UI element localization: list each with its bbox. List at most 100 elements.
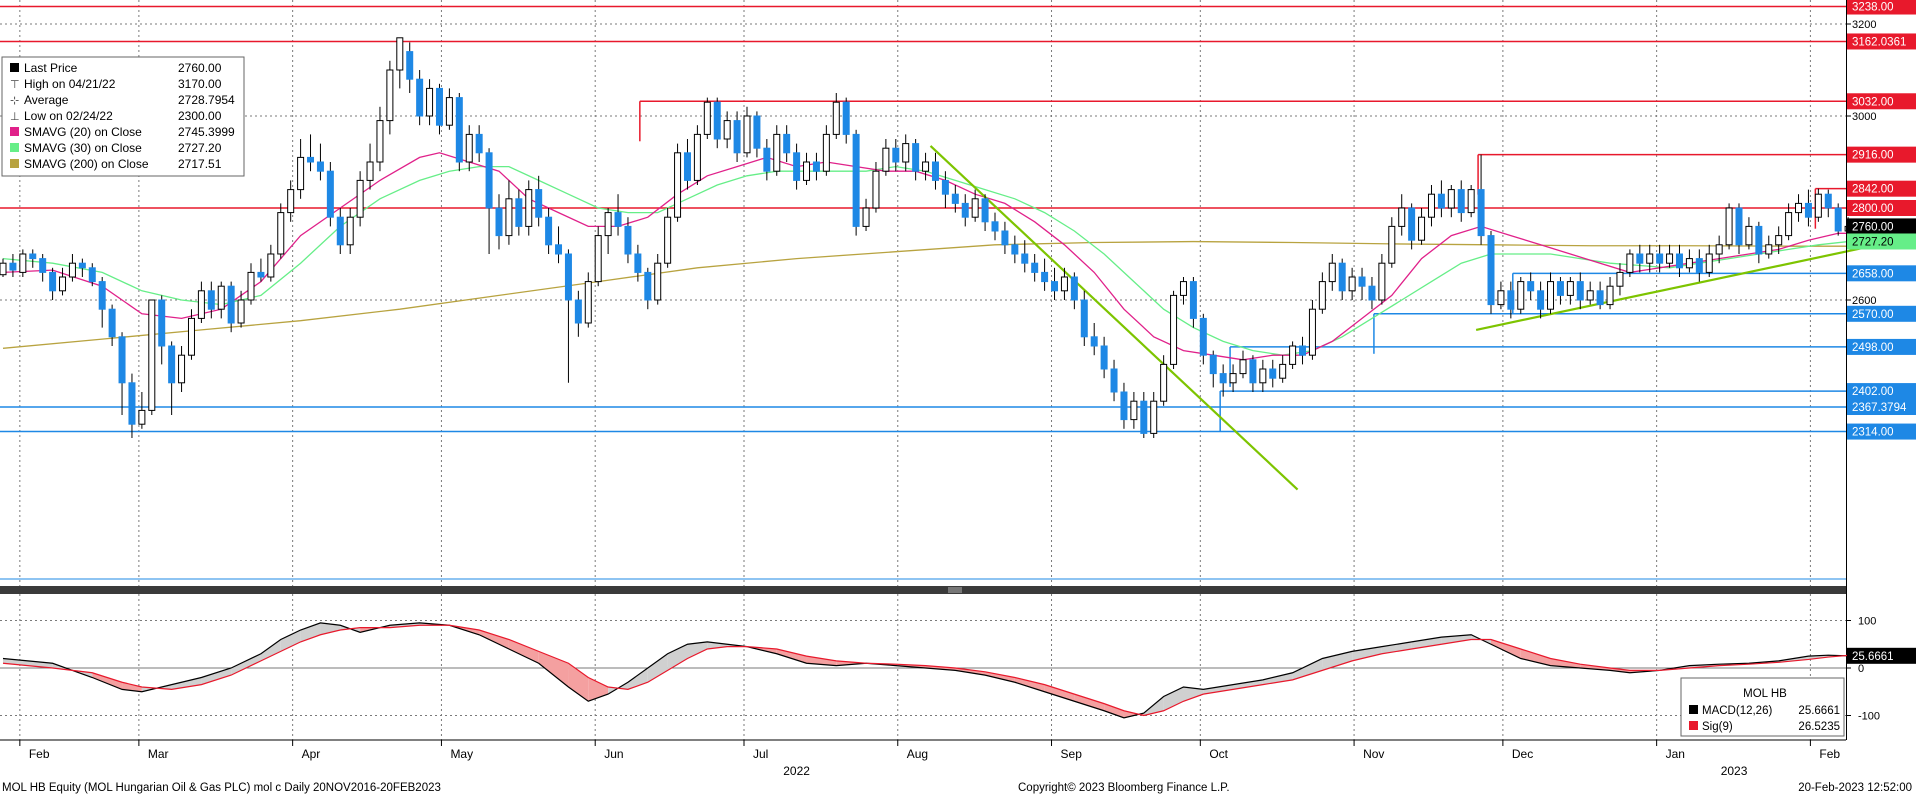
candle-down: [1735, 207, 1743, 246]
candle-up: [1547, 281, 1555, 310]
candle-down: [1358, 276, 1366, 287]
legend-label: SMAVG (20) on Close: [24, 125, 142, 139]
price-tick-label: 3000: [1852, 111, 1876, 123]
macd-fill-segment: [1292, 658, 1323, 680]
candle-up: [59, 276, 67, 292]
legend-label: Average: [24, 93, 69, 107]
candle-down: [227, 285, 235, 324]
candle-up: [525, 189, 533, 227]
candle-down: [108, 308, 116, 338]
candle-up: [1130, 400, 1138, 421]
candle-down: [961, 202, 969, 218]
price-level-lines: [0, 5, 1846, 433]
candle-down: [257, 271, 265, 278]
candle-up: [922, 161, 930, 172]
candle-down: [1596, 290, 1604, 306]
candle-up: [505, 198, 513, 237]
macd-legend-title: MOL HB: [1743, 688, 1787, 700]
footer-copyright: Copyright© 2023 Bloomberg Finance L.P.: [1018, 782, 1230, 794]
candle-down: [1021, 253, 1029, 264]
price-level-tag: 2842.00: [1852, 184, 1894, 196]
macd-fill-segment: [985, 671, 1015, 683]
candle-up: [1289, 345, 1297, 365]
price-level-tag: 2916.00: [1852, 150, 1894, 162]
candle-down: [1269, 368, 1277, 379]
candle-down: [39, 258, 47, 273]
candle-down: [128, 382, 136, 425]
year-label: 2022: [783, 764, 810, 778]
candle-up: [1517, 281, 1525, 310]
price-level-tag-bg: [1847, 93, 1916, 110]
macd-fill-segment: [171, 677, 202, 690]
candle-up: [1060, 276, 1068, 292]
macd-fill-segment: [508, 639, 539, 664]
candle-down: [158, 299, 166, 347]
macd-fill-segment: [1411, 637, 1442, 649]
panel-divider-handle[interactable]: [948, 587, 962, 593]
legend-value: 2745.3999: [178, 125, 235, 139]
price-level-tag-bg: [1847, 265, 1916, 282]
candle-down: [1408, 207, 1416, 241]
candle-up: [445, 97, 453, 126]
price-level-tag: 2402.00: [1852, 386, 1894, 398]
candle-up: [1467, 189, 1475, 214]
month-label: Mar: [148, 747, 169, 761]
month-label: Dec: [1512, 747, 1533, 761]
candle-down: [981, 198, 989, 223]
month-label: Oct: [1209, 747, 1228, 761]
candle-up: [1388, 225, 1396, 264]
candle-down: [545, 216, 553, 246]
candle-down: [644, 271, 652, 301]
price-tick-label: 3200: [1852, 19, 1876, 31]
month-label: Sep: [1061, 747, 1083, 761]
candle-down: [793, 152, 801, 181]
x-axis-months: Feb Mar Apr May Jun Jul Aug Sep Oct Nov Dec Jan Feb 2…: [0, 739, 1846, 778]
candle-up: [664, 216, 672, 264]
candle-down: [555, 244, 563, 255]
macd-legend-box: [1680, 677, 1845, 737]
legend-swatch: [10, 143, 19, 152]
macd-fill-segment: [776, 649, 807, 664]
candle-up: [1259, 368, 1267, 384]
macd-fill-segment: [92, 672, 123, 690]
legend-label: Low on 02/24/22: [24, 109, 113, 123]
candle-down: [1120, 391, 1128, 421]
candle-down: [485, 152, 493, 209]
macd-fill-segment: [687, 641, 708, 659]
macd-line: [2, 622, 1849, 719]
panel-divider[interactable]: [0, 586, 1846, 594]
candle-down: [1041, 271, 1049, 283]
legend-label: SMAVG (200) on Close: [24, 157, 149, 171]
candle-up: [1586, 290, 1594, 301]
candle-down: [475, 133, 483, 154]
candle-up: [178, 354, 186, 384]
price-legend[interactable]: Last Price 2760.00 ⊤ High on 04/21/22 3170.0…: [1, 56, 245, 177]
candle-down: [1001, 230, 1009, 246]
month-label: Feb: [1819, 747, 1840, 761]
candle-up: [217, 285, 225, 310]
candle-down: [991, 221, 999, 232]
candle-down: [49, 271, 57, 292]
candle-down: [316, 161, 324, 172]
candle-up: [1616, 271, 1624, 287]
candle-up: [287, 189, 295, 214]
macd-fill-segment: [1163, 687, 1184, 711]
candle-up: [604, 212, 612, 237]
candle-up: [1685, 258, 1693, 269]
candle-down: [307, 156, 315, 163]
candle-up: [68, 262, 76, 278]
candle-up: [356, 179, 364, 218]
month-label: Feb: [29, 747, 50, 761]
candle-down: [1199, 317, 1207, 356]
candle-up: [1378, 262, 1386, 301]
macd-legend[interactable]: MOL HB MACD(12,26) 25.6661 Sig(9) 26.5235: [1680, 677, 1845, 737]
sma200-line: [2, 240, 1849, 349]
month-label: Jan: [1666, 747, 1685, 761]
candle-down: [1576, 281, 1584, 301]
candle-down: [1090, 336, 1098, 347]
price-level-tag-bg: [1847, 0, 1916, 15]
macd-fill-segment: [568, 663, 589, 702]
macd-grid: [0, 594, 1846, 740]
legend-value: 2728.7954: [178, 93, 235, 107]
candle-up: [1398, 207, 1406, 227]
